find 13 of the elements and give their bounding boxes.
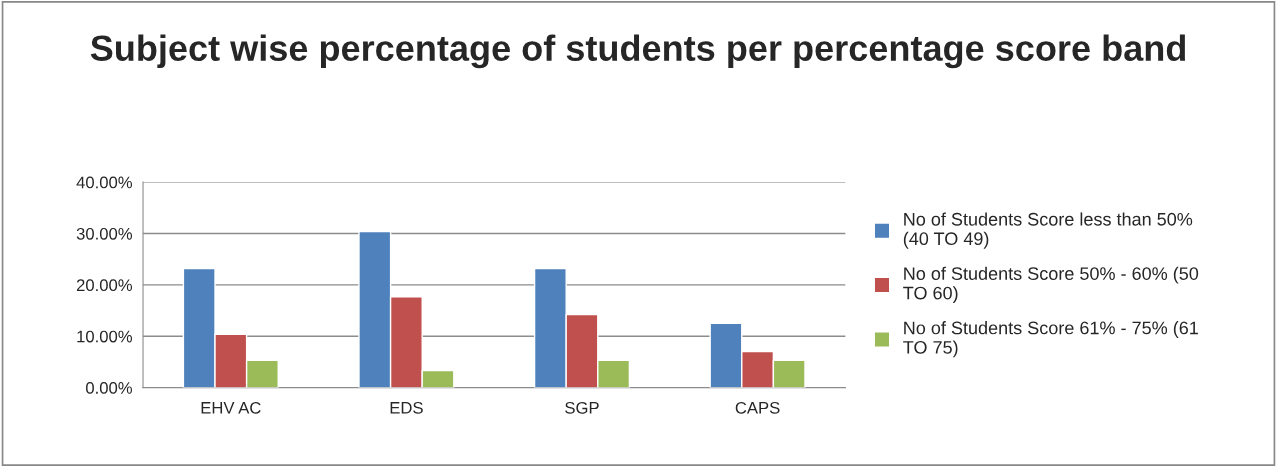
y-tick-label: 0.00%: [86, 382, 133, 394]
legend-label: No of Students Score less than 50% (40 TO 49): [903, 212, 1193, 249]
x-tick-label: EDS: [390, 401, 423, 414]
y-tick-label: 40.00%: [76, 176, 133, 189]
legend-label: No of Students Score 50% - 60% (50 TO 60): [903, 266, 1199, 303]
y-tick-label: 30.00%: [76, 227, 133, 240]
chart-title: Subject wise percentage of students per percentage score band: [90, 34, 1186, 69]
x-tick-label: EHV AC: [201, 401, 261, 414]
legend-label: No of Students Score 61% - 75% (61 TO 75): [903, 321, 1198, 358]
y-tick-label: 10.00%: [77, 330, 133, 343]
x-tick-label: CAPS: [735, 401, 780, 414]
y-tick-label: 20.00%: [76, 279, 133, 292]
x-tick-label: SGP: [565, 401, 599, 414]
